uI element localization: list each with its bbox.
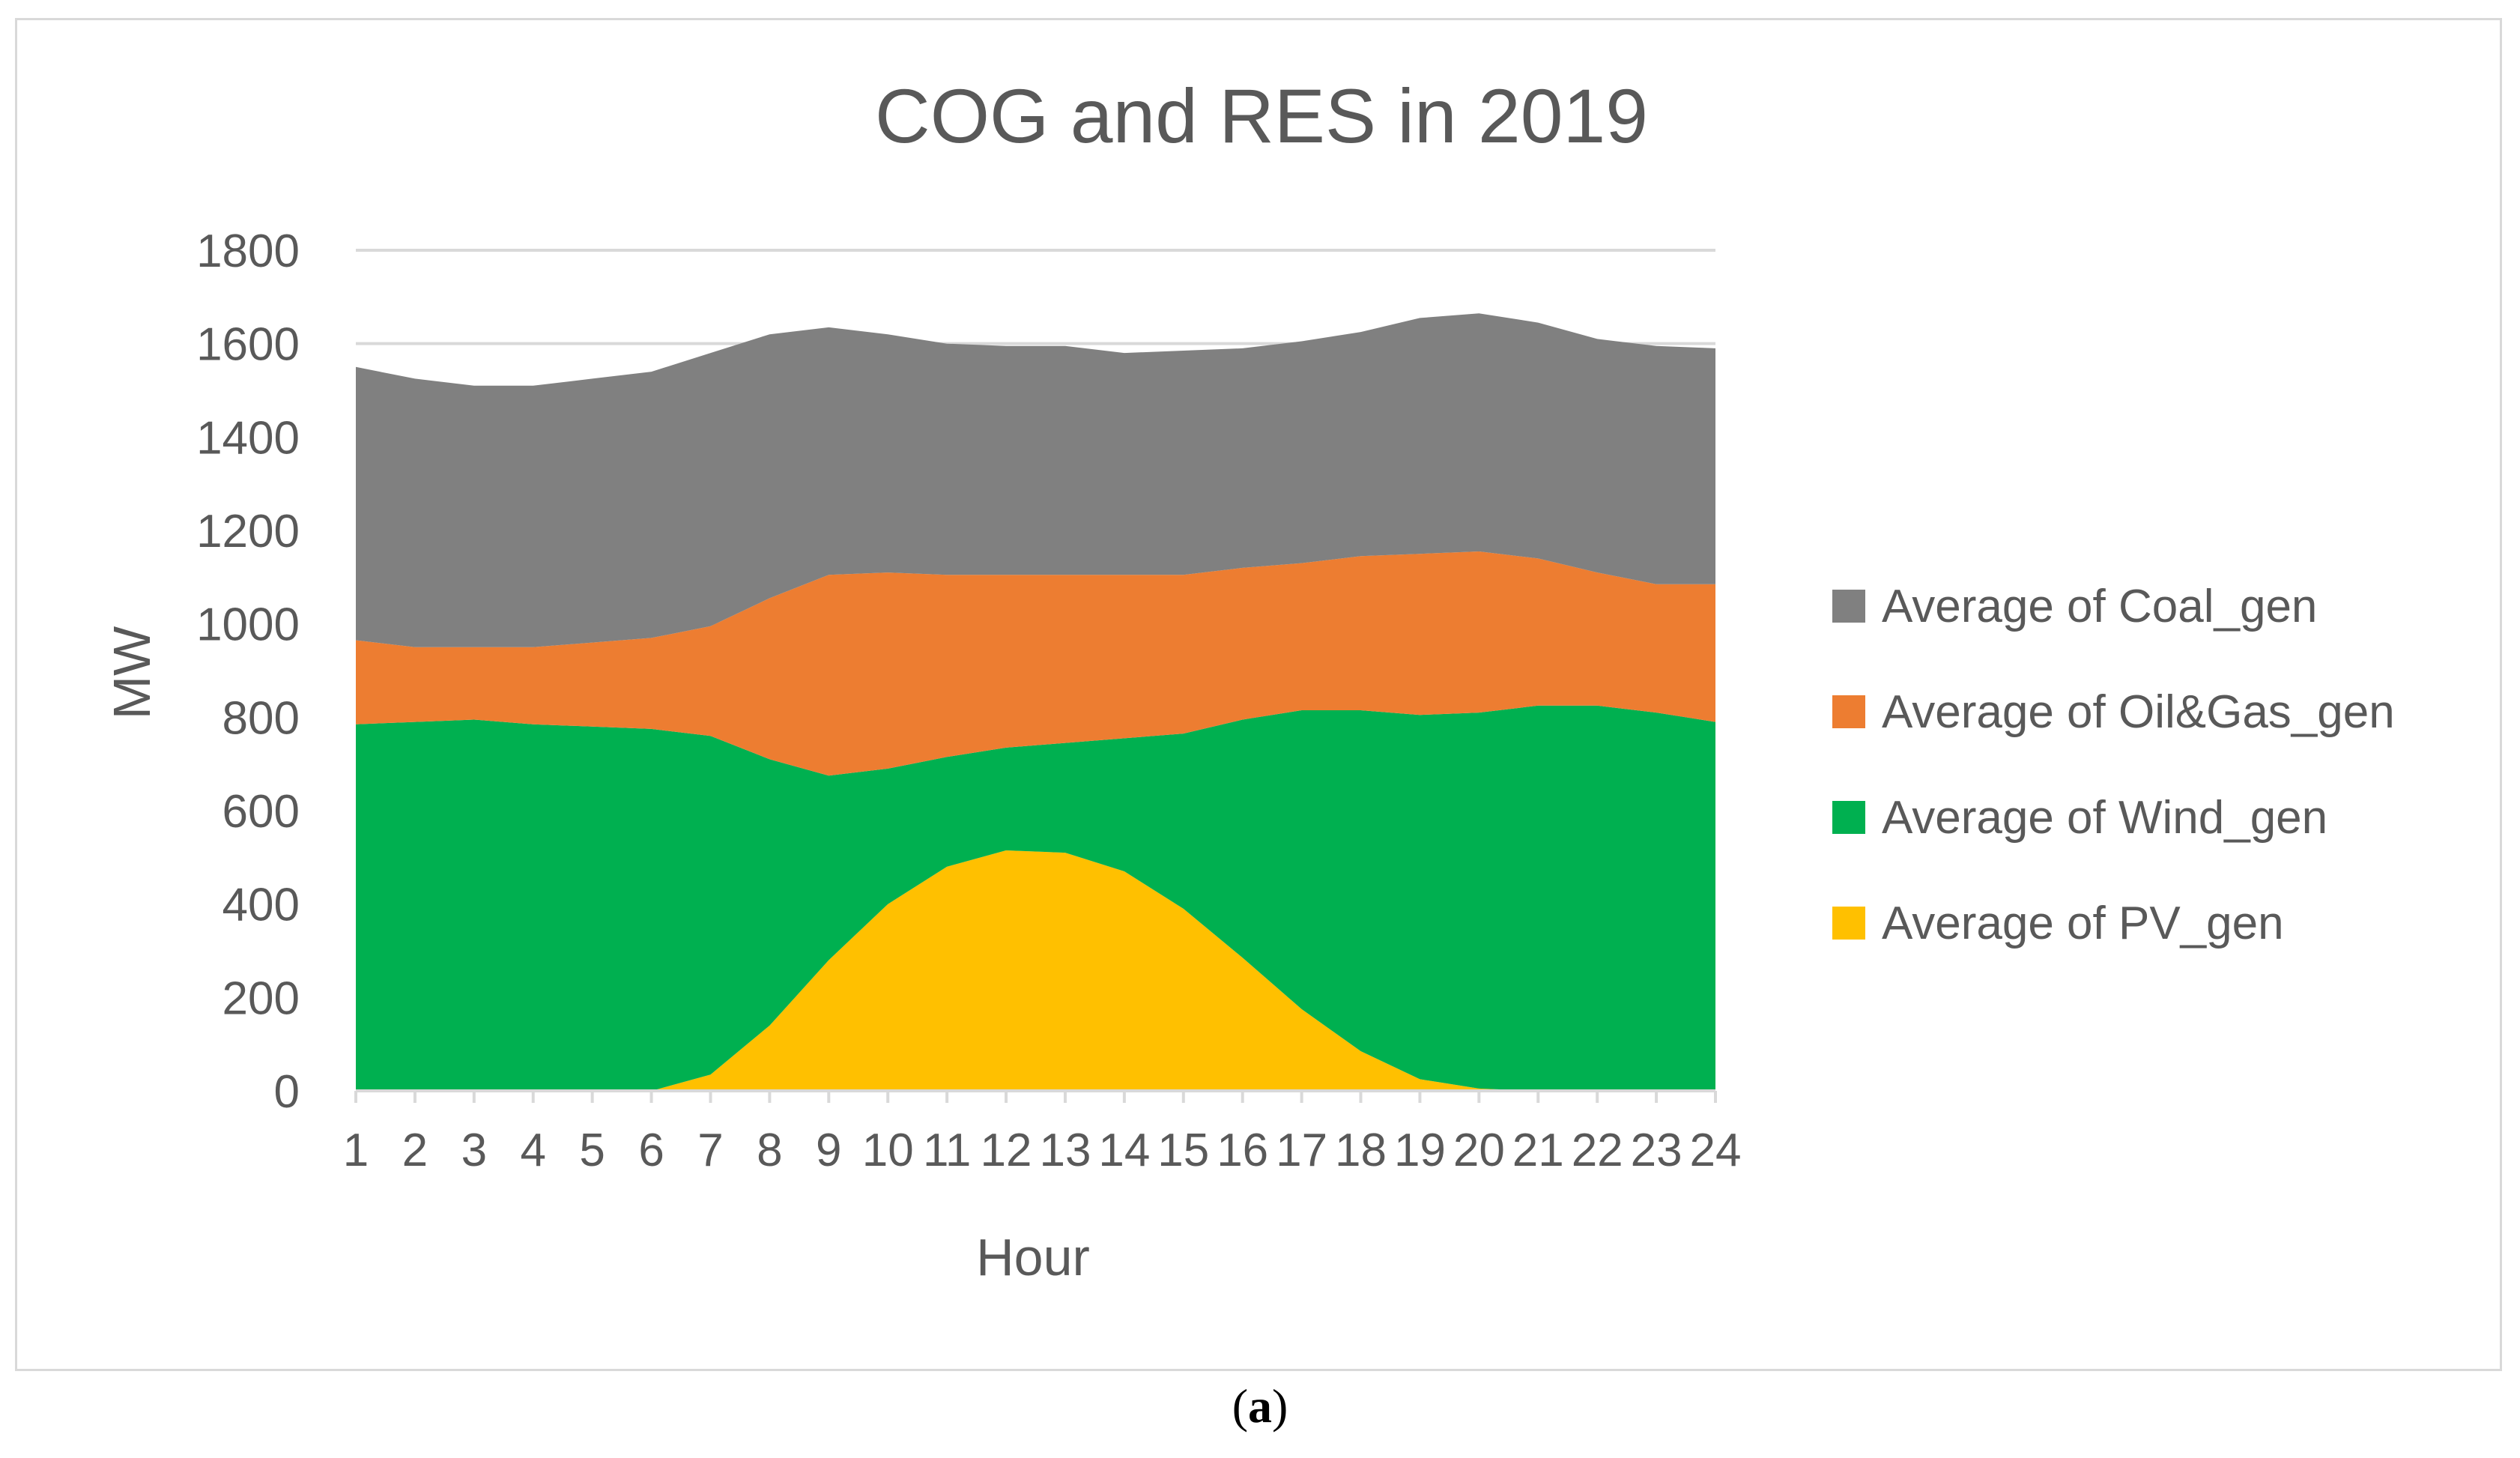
legend: Average of Coal_gen Average of Oil&Gas_ge… bbox=[1832, 580, 2395, 1002]
x-tick-label: 17 bbox=[1276, 1125, 1327, 1176]
figure-caption: (a) bbox=[0, 1379, 2520, 1434]
caption-close-paren: ) bbox=[1272, 1379, 1288, 1433]
legend-swatch bbox=[1832, 695, 1865, 728]
x-tick-label: 23 bbox=[1631, 1125, 1682, 1176]
legend-swatch bbox=[1832, 907, 1865, 940]
legend-label: Average of Oil&Gas_gen bbox=[1882, 686, 2395, 738]
legend-item-average-of-oil-gas-gen: Average of Oil&Gas_gen bbox=[1832, 686, 2395, 738]
legend-label: Average of PV_gen bbox=[1882, 897, 2284, 949]
x-tick-label: 7 bbox=[697, 1125, 723, 1176]
y-tick-label: 1200 bbox=[196, 506, 300, 557]
x-tick-label: 10 bbox=[862, 1125, 914, 1176]
area-average-of-wind-gen bbox=[356, 705, 1715, 1091]
x-axis bbox=[354, 1089, 1717, 1103]
x-tick-label: 5 bbox=[579, 1125, 605, 1176]
y-tick-label: 600 bbox=[222, 786, 300, 838]
legend-swatch bbox=[1832, 801, 1865, 834]
y-tick-label: 1400 bbox=[196, 412, 300, 464]
x-tick-label: 19 bbox=[1394, 1125, 1446, 1176]
stacked-areas bbox=[356, 313, 1715, 1091]
caption-label: a bbox=[1248, 1379, 1272, 1433]
y-tick-label: 1600 bbox=[196, 319, 300, 371]
legend-label: Average of Coal_gen bbox=[1882, 580, 2318, 632]
y-tick-label: 1800 bbox=[196, 226, 300, 277]
x-tick-label: 21 bbox=[1512, 1125, 1564, 1176]
y-tick-label: 800 bbox=[222, 692, 300, 744]
x-tick-label: 8 bbox=[757, 1125, 782, 1176]
x-tick-label: 3 bbox=[461, 1125, 487, 1176]
y-axis-title: MW bbox=[103, 626, 161, 719]
x-tick-label: 20 bbox=[1453, 1125, 1505, 1176]
area-average-of-pv-gen bbox=[356, 850, 1715, 1091]
caption-open-paren: ( bbox=[1232, 1379, 1248, 1433]
x-tick-label: 16 bbox=[1217, 1125, 1268, 1176]
y-tick-label: 400 bbox=[222, 880, 300, 931]
area-average-of-coal-gen bbox=[356, 313, 1715, 647]
x-tick-label: 14 bbox=[1098, 1125, 1150, 1176]
area-average-of-oil-gas-gen bbox=[356, 551, 1715, 776]
x-tick-label: 13 bbox=[1039, 1125, 1091, 1176]
x-tick-label: 18 bbox=[1335, 1125, 1387, 1176]
x-axis-title: Hour bbox=[976, 1228, 1090, 1286]
legend-item-average-of-wind-gen: Average of Wind_gen bbox=[1832, 791, 2395, 844]
x-tick-label: 9 bbox=[816, 1125, 841, 1176]
legend-swatch bbox=[1832, 590, 1865, 623]
x-tick-label: 22 bbox=[1572, 1125, 1623, 1176]
x-tick-labels: 1 2 3 4 5 6 7 8 9 10 11 12 13 14 15 16 17 18 19 20 21 22 23 24 bbox=[343, 1125, 1742, 1176]
chart-title: COG and RES in 2019 bbox=[875, 73, 1648, 159]
legend-item-average-of-coal-gen: Average of Coal_gen bbox=[1832, 580, 2395, 632]
legend-label: Average of Wind_gen bbox=[1882, 791, 2328, 844]
x-tick-label: 6 bbox=[638, 1125, 664, 1176]
x-tick-label: 24 bbox=[1690, 1125, 1742, 1176]
x-tick-label: 12 bbox=[981, 1125, 1032, 1176]
x-tick-label: 2 bbox=[402, 1125, 428, 1176]
legend-item-average-of-pv-gen: Average of PV_gen bbox=[1832, 897, 2395, 949]
x-tick-label: 1 bbox=[343, 1125, 369, 1176]
x-tick-label: 11 bbox=[923, 1125, 971, 1176]
x-tick-label: 15 bbox=[1157, 1125, 1209, 1176]
x-tick-label: 4 bbox=[520, 1125, 545, 1176]
y-tick-label: 200 bbox=[222, 972, 300, 1024]
y-tick-label: 1000 bbox=[196, 599, 300, 651]
y-tick-labels: 0 200 400 600 800 1000 1200 1400 1600 1800 bbox=[196, 226, 300, 1118]
y-tick-label: 0 bbox=[274, 1066, 300, 1118]
